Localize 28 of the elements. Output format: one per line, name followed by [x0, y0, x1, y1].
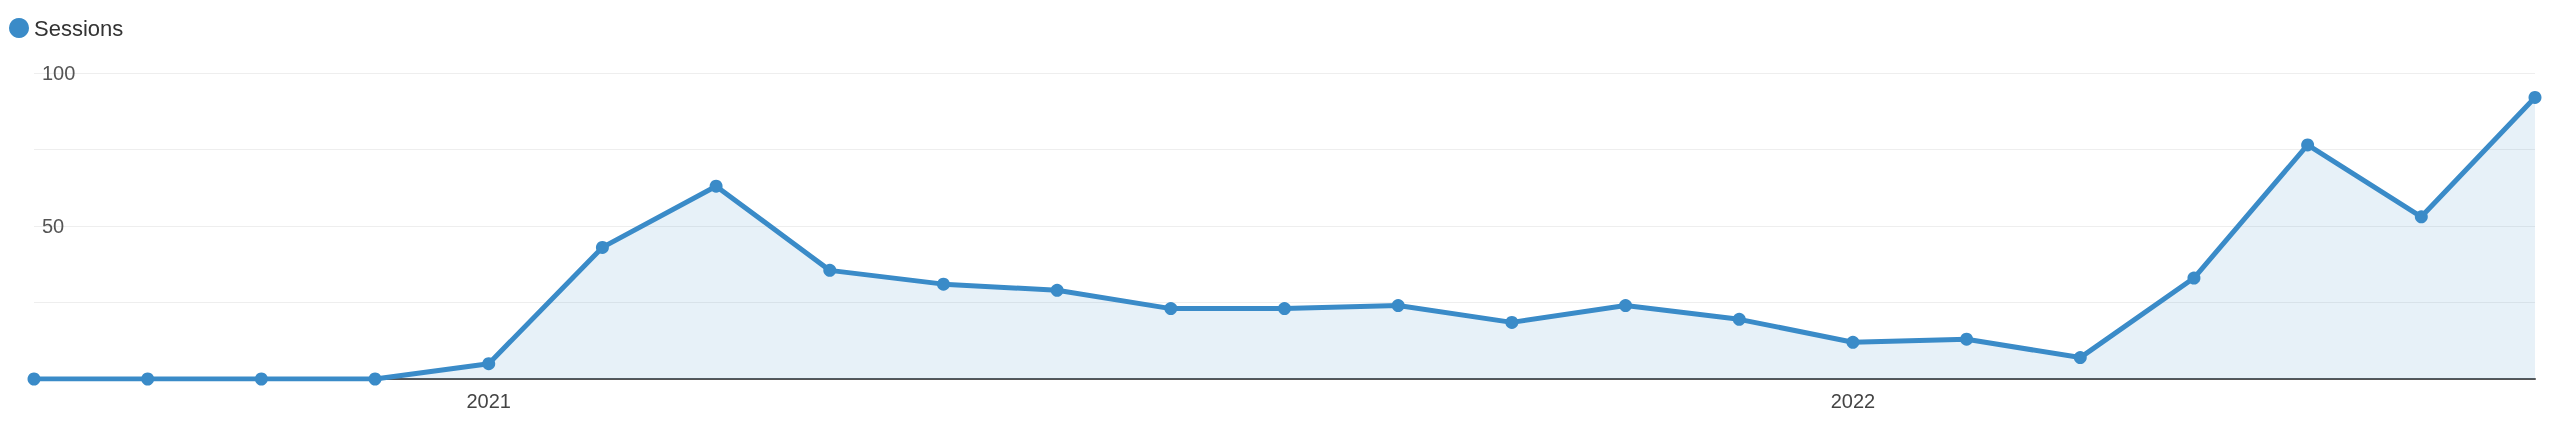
point	[368, 372, 382, 386]
point	[2073, 351, 2087, 365]
point	[141, 372, 155, 386]
y-tick-label: 50	[42, 215, 65, 237]
point	[482, 357, 496, 371]
point	[936, 277, 950, 291]
point	[254, 372, 268, 386]
point	[2301, 138, 2315, 152]
point	[1164, 302, 1178, 316]
point	[709, 179, 723, 193]
point	[2528, 90, 2542, 104]
point	[1050, 283, 1064, 297]
point	[2187, 271, 2201, 285]
point	[823, 263, 837, 277]
y-tick-label: 100	[42, 62, 76, 84]
point	[1732, 312, 1746, 326]
x-tick-label: 2022	[1830, 390, 1876, 412]
point	[1278, 302, 1291, 316]
point	[1846, 335, 1860, 349]
point	[1960, 332, 1974, 346]
point	[27, 372, 41, 386]
point	[1391, 299, 1405, 313]
x-tick-label: 2021	[466, 390, 511, 412]
legend-label: Sessions	[34, 15, 124, 41]
point	[595, 240, 609, 254]
point	[1619, 299, 1633, 313]
point	[2414, 210, 2428, 224]
point	[1505, 315, 1519, 329]
